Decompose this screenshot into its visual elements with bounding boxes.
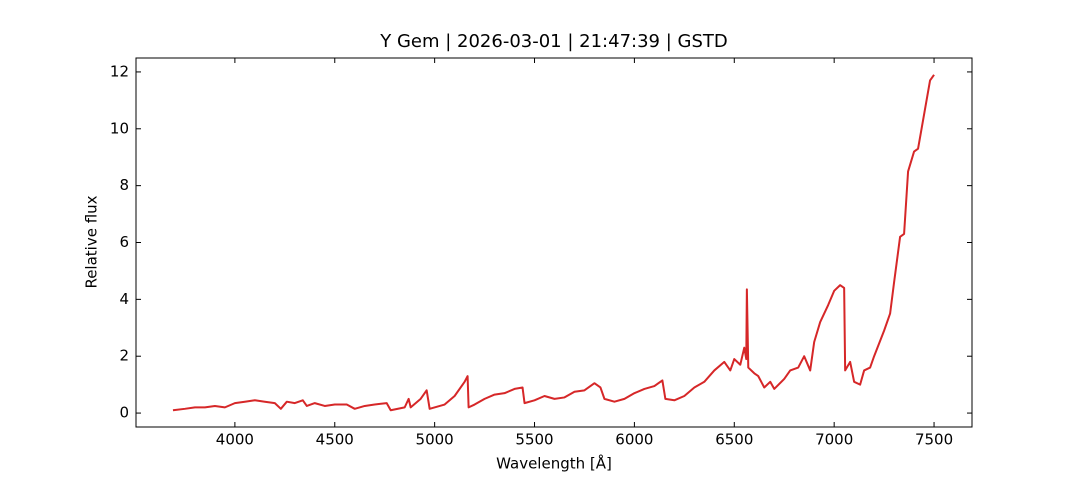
y-tick-label: 6 (119, 233, 129, 251)
x-tick-label: 4500 (316, 431, 354, 449)
x-tick-label: 7000 (815, 431, 853, 449)
x-tick-label: 5000 (416, 431, 454, 449)
y-tick-label: 4 (119, 290, 129, 308)
chart-title: Y Gem | 2026-03-01 | 21:47:39 | GSTD (379, 31, 727, 52)
x-tick-label: 6000 (615, 431, 653, 449)
y-tick-label: 10 (110, 119, 129, 137)
x-axis-label: Wavelength [Å] (496, 454, 612, 473)
spectrum-line (172, 74, 935, 412)
y-axis-label: Relative flux (83, 195, 101, 288)
y-tick-label: 8 (119, 176, 129, 194)
x-tick-label: 7500 (915, 431, 953, 449)
y-tick-label: 0 (119, 404, 129, 422)
x-tick-label: 4000 (216, 431, 254, 449)
y-tick-label: 2 (119, 347, 129, 365)
x-tick-label: 6500 (715, 431, 753, 449)
plot-frame (135, 57, 973, 428)
y-tick-label: 12 (110, 62, 129, 80)
x-tick-label: 5500 (515, 431, 553, 449)
